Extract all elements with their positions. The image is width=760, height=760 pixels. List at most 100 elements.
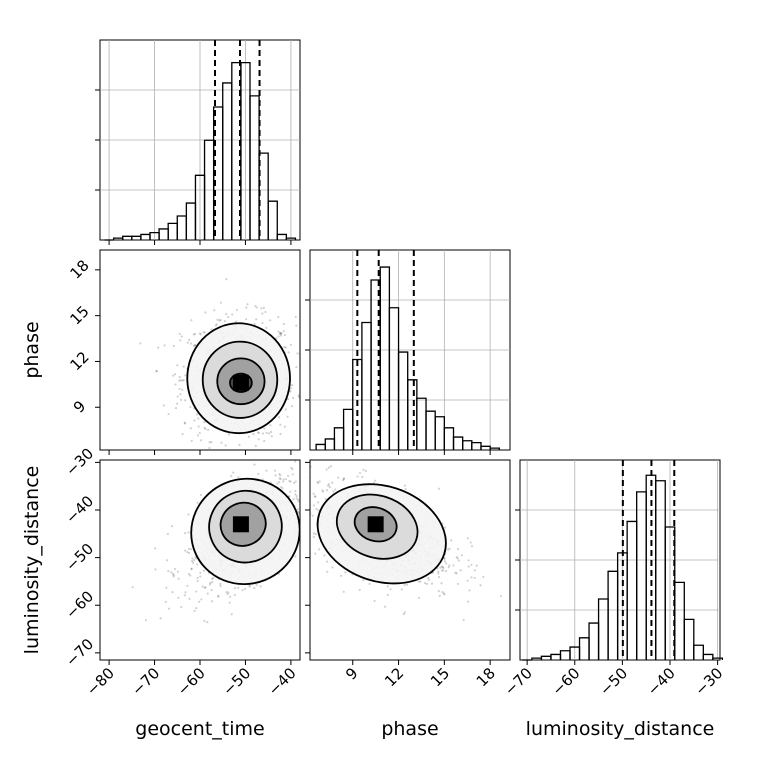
joint-geocent-time-vs-luminosity-distance-ytick-label-0: −70 xyxy=(62,635,97,670)
joint-geocent-time-vs-luminosity-distance-sample xyxy=(180,605,183,609)
joint-geocent-time-vs-phase-sample xyxy=(224,444,227,447)
joint-geocent-time-vs-luminosity-distance-sample xyxy=(189,574,192,577)
hist-luminosity-distance-xtick-label-2: −50 xyxy=(596,664,631,699)
joint-geocent-time-vs-luminosity-distance-sample xyxy=(280,485,283,489)
joint-phase-vs-luminosity-distance-xtick-label-3: 18 xyxy=(473,664,499,690)
joint-geocent-time-vs-phase-sample xyxy=(289,387,293,390)
joint-phase-vs-luminosity-distance-sample xyxy=(310,476,311,479)
joint-phase-vs-luminosity-distance-sample xyxy=(314,495,317,498)
joint-phase-vs-luminosity-distance-sample xyxy=(331,566,334,569)
joint-geocent-time-vs-phase-sample xyxy=(269,424,272,427)
joint-geocent-time-vs-phase-plot xyxy=(139,278,308,459)
hist-luminosity-distance-xtick-label-1: −60 xyxy=(548,664,583,699)
joint-geocent-time-vs-phase-sample xyxy=(188,338,191,341)
joint-geocent-time-vs-phase-sample xyxy=(283,346,286,349)
joint-geocent-time-vs-phase-sample xyxy=(225,278,228,281)
joint-geocent-time-vs-luminosity-distance-sample xyxy=(279,474,282,477)
joint-geocent-time-vs-luminosity-distance-sample xyxy=(306,497,308,499)
joint-geocent-time-vs-phase-sample xyxy=(277,330,280,333)
joint-geocent-time-vs-phase-sample xyxy=(193,419,196,422)
joint-geocent-time-vs-luminosity-distance-sample xyxy=(305,500,307,502)
joint-geocent-time-vs-luminosity-distance-sample xyxy=(190,548,193,551)
joint-geocent-time-vs-luminosity-distance-sample xyxy=(230,613,233,616)
joint-geocent-time-vs-phase-sample xyxy=(283,425,287,428)
joint-geocent-time-vs-phase-sample xyxy=(306,357,308,359)
joint-geocent-time-vs-luminosity-distance-sample xyxy=(281,487,284,490)
joint-geocent-time-vs-phase-sample xyxy=(253,322,256,326)
joint-geocent-time-vs-luminosity-distance-ytick-label-1: −60 xyxy=(62,587,97,622)
joint-geocent-time-vs-phase-sample xyxy=(223,320,227,323)
joint-geocent-time-vs-luminosity-distance-sample xyxy=(284,478,288,481)
joint-geocent-time-vs-phase-sample xyxy=(219,318,222,322)
joint-geocent-time-vs-phase-sample xyxy=(238,443,241,446)
joint-geocent-time-vs-phase-sample xyxy=(297,395,300,399)
joint-phase-vs-luminosity-distance-contour-0 xyxy=(316,483,447,585)
joint-geocent-time-vs-phase-sample xyxy=(179,339,182,342)
joint-geocent-time-vs-phase-sample xyxy=(269,319,272,322)
joint-geocent-time-vs-luminosity-distance-sample xyxy=(196,576,199,580)
joint-geocent-time-vs-luminosity-distance-sample xyxy=(230,474,233,478)
joint-geocent-time-vs-phase-sample xyxy=(192,344,196,347)
joint-geocent-time-vs-luminosity-distance-inner xyxy=(131,460,308,624)
joint-geocent-time-vs-phase-sample xyxy=(262,306,266,309)
joint-phase-vs-luminosity-distance-sample xyxy=(442,569,445,572)
joint-geocent-time-vs-luminosity-distance-sample xyxy=(291,468,294,471)
joint-geocent-time-vs-phase-sample xyxy=(277,315,280,319)
joint-phase-vs-luminosity-distance-sample xyxy=(440,582,443,585)
joint-phase-vs-luminosity-distance-sample xyxy=(448,547,451,550)
joint-geocent-time-vs-luminosity-distance-sample xyxy=(297,511,300,514)
joint-geocent-time-vs-luminosity-distance-sample xyxy=(173,567,177,571)
joint-geocent-time-vs-phase-sample xyxy=(198,332,202,335)
joint-geocent-time-vs-luminosity-distance-sample xyxy=(301,545,303,547)
joint-phase-vs-luminosity-distance-sample xyxy=(362,579,365,582)
joint-geocent-time-vs-phase-sample xyxy=(279,334,283,337)
joint-geocent-time-vs-phase-sample xyxy=(176,402,179,405)
joint-geocent-time-vs-phase-sample xyxy=(263,427,266,430)
y-axis-label-phase: phase xyxy=(21,321,43,378)
joint-geocent-time-vs-luminosity-distance-sample xyxy=(177,577,180,580)
joint-geocent-time-vs-phase-sample xyxy=(297,394,300,397)
joint-phase-vs-luminosity-distance-sample xyxy=(310,512,312,515)
joint-phase-vs-luminosity-distance-sample xyxy=(318,480,321,483)
joint-geocent-time-vs-luminosity-distance-sample xyxy=(203,619,206,623)
joint-phase-vs-luminosity-distance-sample xyxy=(334,488,337,491)
joint-geocent-time-vs-phase-sample xyxy=(227,433,231,436)
joint-geocent-time-vs-luminosity-distance-sample xyxy=(294,460,297,463)
joint-geocent-time-vs-luminosity-distance-plot xyxy=(131,460,308,624)
joint-geocent-time-vs-phase-sample xyxy=(275,337,278,340)
joint-phase-vs-luminosity-distance-sample xyxy=(358,588,361,591)
joint-phase-vs-luminosity-distance-sample xyxy=(443,526,447,529)
joint-phase-vs-luminosity-distance-sample xyxy=(446,548,450,551)
joint-phase-vs-luminosity-distance-sample xyxy=(475,564,478,567)
joint-geocent-time-vs-luminosity-distance-sample xyxy=(289,480,292,483)
joint-phase-vs-luminosity-distance-sample xyxy=(462,619,465,622)
joint-geocent-time-vs-luminosity-distance-sample xyxy=(282,478,285,481)
joint-phase-vs-luminosity-distance-sample xyxy=(439,566,442,569)
joint-geocent-time-vs-luminosity-distance-sample xyxy=(301,491,303,493)
joint-geocent-time-vs-phase-sample xyxy=(204,427,207,431)
joint-phase-vs-luminosity-distance-sample xyxy=(459,569,462,572)
joint-geocent-time-vs-phase-sample xyxy=(202,331,205,334)
joint-phase-vs-luminosity-distance-sample xyxy=(403,484,406,487)
joint-geocent-time-vs-phase-sample xyxy=(227,457,229,459)
joint-geocent-time-vs-luminosity-distance-sample xyxy=(166,532,170,536)
joint-phase-vs-luminosity-distance-sample xyxy=(330,481,334,484)
joint-geocent-time-vs-luminosity-distance-ytick-label-2: −50 xyxy=(62,540,97,575)
joint-geocent-time-vs-phase-sample xyxy=(186,341,189,344)
joint-geocent-time-vs-phase-sample xyxy=(245,318,248,321)
joint-geocent-time-vs-luminosity-distance-sample xyxy=(187,572,191,576)
joint-geocent-time-vs-luminosity-distance-sample xyxy=(286,474,290,478)
joint-geocent-time-vs-luminosity-distance-sample xyxy=(303,507,305,509)
joint-phase-vs-luminosity-distance-sample xyxy=(310,513,311,516)
joint-phase-vs-luminosity-distance-sample xyxy=(327,466,330,469)
joint-phase-vs-luminosity-distance-sample xyxy=(440,569,443,572)
joint-geocent-time-vs-phase-sample xyxy=(257,431,260,435)
joint-geocent-time-vs-phase-sample xyxy=(139,342,142,345)
joint-geocent-time-vs-luminosity-distance-sample xyxy=(295,495,298,498)
joint-geocent-time-vs-luminosity-distance-sample xyxy=(202,569,206,572)
joint-phase-vs-luminosity-distance-sample xyxy=(339,574,343,577)
joint-geocent-time-vs-phase-sample xyxy=(172,374,175,377)
joint-phase-vs-luminosity-distance-sample xyxy=(470,545,474,548)
joint-geocent-time-vs-luminosity-distance-sample xyxy=(233,587,237,590)
